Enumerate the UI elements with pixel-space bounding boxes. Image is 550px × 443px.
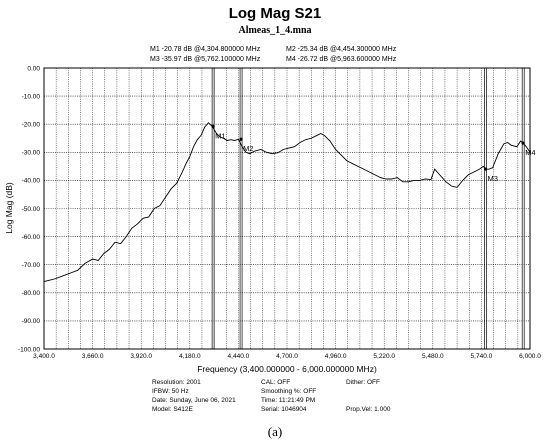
y-tick-label: -20.00 (22, 122, 41, 129)
y-tick-label: -100.00 (18, 346, 40, 353)
x-tick-label: 4,700.0 (276, 353, 298, 360)
y-tick-label: -40.00 (22, 178, 41, 185)
y-tick-label: -30.00 (22, 150, 41, 157)
footer-date: Date: Sunday, June 06, 2021 (152, 397, 236, 404)
marker-point-m3 (483, 167, 488, 171)
y-tick-label: -10.00 (22, 93, 41, 100)
footer-resolution: Resolution: 2001 (152, 379, 201, 386)
y-tick-label: -90.00 (22, 318, 41, 325)
x-tick-label: 4,440.0 (228, 353, 250, 360)
marker-readout-m1: M1 -20.78 dB @4,304.800000 MHz (150, 46, 261, 53)
footer-dither: Dither: OFF (346, 379, 380, 386)
chart-title: Log Mag S21 (229, 5, 322, 22)
series-line-s21 (43, 122, 531, 282)
plot-frame (43, 67, 531, 350)
x-tick-label: 3,920.0 (130, 353, 152, 360)
marker-lines (211, 68, 525, 349)
chart-subtitle: Almeas_1_4.mna (238, 25, 311, 36)
figure-caption: (a) (268, 424, 282, 439)
marker-point-m2 (239, 137, 243, 141)
footer-smoothing: Smoothing %: OFF (261, 388, 316, 395)
x-tick-label: 4,960.0 (325, 353, 347, 360)
footer-propvel: Prop.Vel: 1.000 (346, 406, 391, 413)
y-axis-label: Log Mag (dB) (4, 182, 14, 234)
marker-point-m4 (521, 141, 525, 145)
marker-label-m3: M3 (488, 174, 498, 183)
marker-readout-m4: M4 -26.72 dB @5,963.600000 MHz (286, 56, 397, 63)
x-tick-label: 4,180.0 (179, 353, 201, 360)
y-tick-label: -60.00 (22, 234, 41, 241)
y-tick-labels: 0.00 -10.00 -20.00 -30.00 -40.00 -50.00 -60.00… (18, 65, 40, 353)
x-tick-label: 5,220.0 (373, 353, 395, 360)
grid (43, 67, 531, 350)
marker-label-m1: M1 (215, 131, 225, 140)
marker-labels: M1 M2 M3 M4 (211, 124, 536, 183)
x-tick-labels: 3,400.0 3,660.0 3,920.0 4,180.0 4,440.0 4,700… (33, 353, 541, 360)
footer-time: Time: 11:21:49 PM (261, 397, 315, 404)
marker-label-m2: M2 (243, 144, 253, 153)
x-tick-label: 3,660.0 (82, 353, 104, 360)
y-tick-label: -70.00 (22, 262, 41, 269)
marker-readout-m3: M3 -35.97 dB @5,762.100000 MHz (150, 56, 261, 63)
x-tick-label: 5,740.0 (471, 353, 493, 360)
x-tick-label: 5,480.0 (422, 353, 444, 360)
marker-point-m1 (211, 124, 215, 128)
x-tick-label: 3,400.0 (33, 353, 55, 360)
x-axis-label: Frequency (3,400.000000 - 6,000.000000 M… (197, 364, 377, 374)
x-tick-label: 6,000.0 (519, 353, 541, 360)
footer-cal: CAL: OFF (261, 379, 290, 386)
y-tick-label: 0.00 (27, 65, 40, 72)
marker-readout-m2: M2 -25.34 dB @4,454.300000 MHz (286, 46, 397, 53)
footer-model: Model: S412E (152, 406, 193, 413)
y-tick-label: -80.00 (22, 290, 41, 297)
footer-ifbw: IFBW: 50 Hz (152, 388, 189, 395)
y-tick-label: -50.00 (22, 206, 41, 213)
marker-label-m4: M4 (525, 148, 535, 157)
footer-serial: Serial: 1046904 (261, 406, 307, 413)
